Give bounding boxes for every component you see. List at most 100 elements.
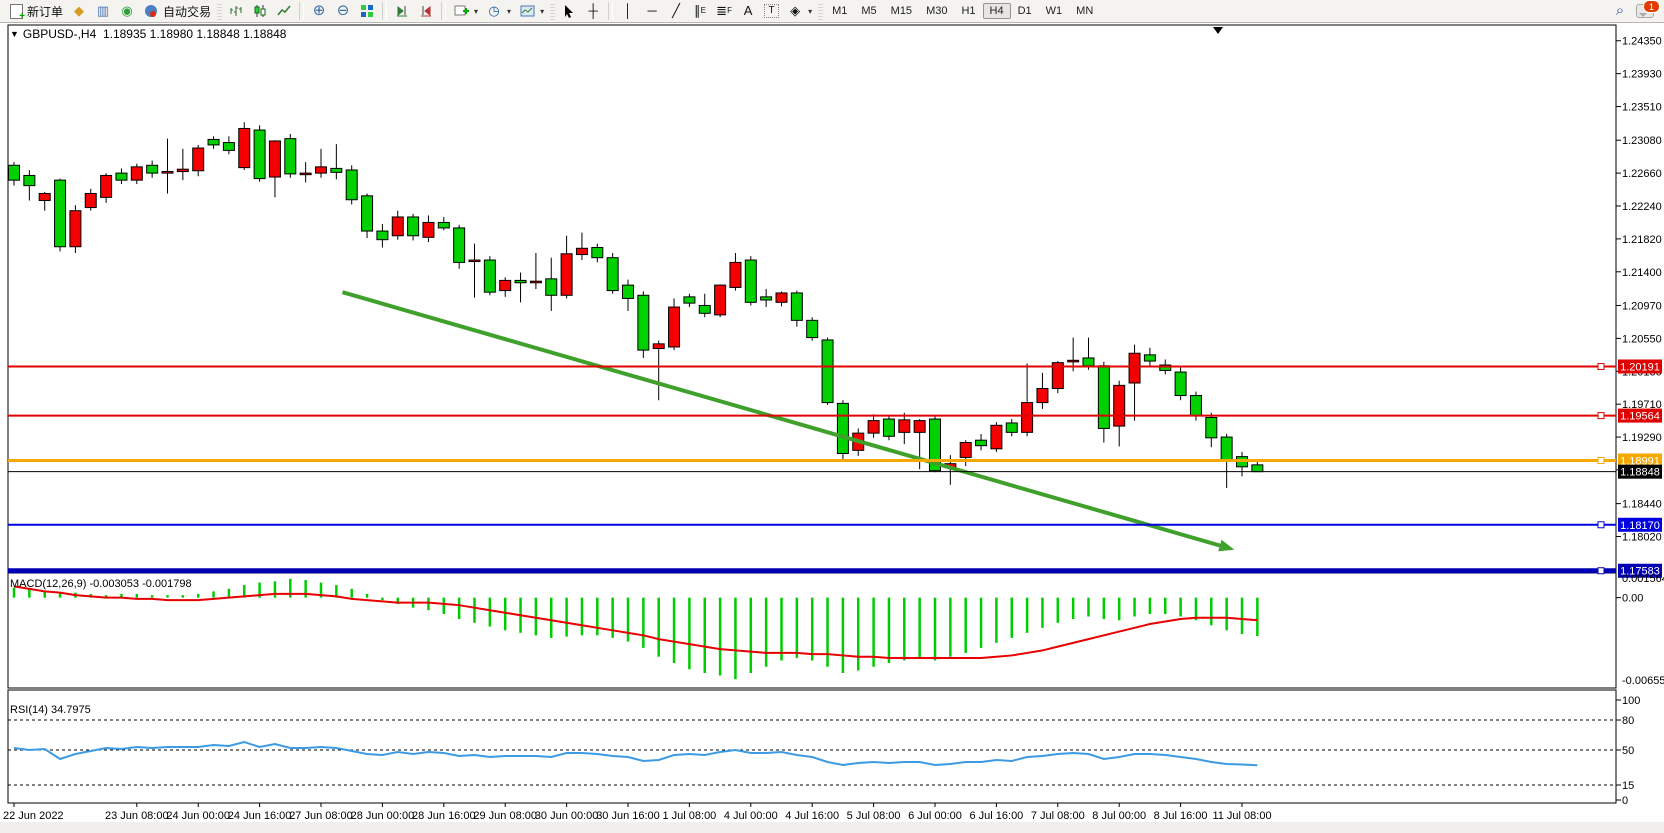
bar-chart-button[interactable] bbox=[224, 1, 248, 21]
axis-label: 27 Jun 08:00 bbox=[289, 810, 353, 822]
candle-body bbox=[898, 419, 911, 433]
signals-button[interactable]: ◉ bbox=[115, 1, 139, 21]
candle-body bbox=[760, 296, 773, 301]
candle-body bbox=[407, 216, 420, 237]
line-handle bbox=[1597, 567, 1605, 575]
candle-body bbox=[1021, 402, 1034, 433]
timeframe-m5[interactable]: M5 bbox=[861, 5, 877, 17]
candle-body bbox=[683, 296, 696, 304]
candle-body bbox=[1113, 384, 1126, 427]
timeframe-w1[interactable]: W1 bbox=[1045, 5, 1063, 17]
axis-label: 100 bbox=[1622, 695, 1640, 707]
window-icon: ▥ bbox=[96, 3, 110, 18]
clock-icon: ◷ bbox=[488, 3, 500, 18]
timeframe-m30[interactable]: M30 bbox=[926, 5, 948, 17]
symbol-caret-icon[interactable]: ▼ bbox=[10, 29, 19, 39]
horizontal-line-tool-button[interactable]: ─ bbox=[640, 1, 664, 21]
autotrading-button[interactable]: 自动交易 bbox=[139, 1, 215, 21]
candlestick-chart-button[interactable] bbox=[248, 1, 272, 21]
timeframe-m15[interactable]: M15 bbox=[890, 5, 913, 17]
tile-windows-button[interactable] bbox=[355, 1, 379, 21]
auto-scroll-icon bbox=[394, 3, 410, 19]
chart-shift-button[interactable] bbox=[414, 1, 438, 21]
candle-body bbox=[1251, 464, 1264, 473]
axis-label: -0.006555 bbox=[1622, 675, 1664, 687]
candle-body bbox=[161, 171, 174, 174]
axis-label: 1 Jul 08:00 bbox=[662, 810, 716, 822]
candle-body bbox=[453, 227, 466, 263]
text-label-tool-button[interactable]: T bbox=[760, 1, 783, 21]
candle-body bbox=[775, 292, 788, 303]
candle-body bbox=[222, 142, 235, 151]
candle-body bbox=[299, 172, 312, 176]
price-level-badge bbox=[1618, 563, 1662, 578]
timeframe-mn[interactable]: MN bbox=[1076, 5, 1094, 17]
timeframe-d1[interactable]: D1 bbox=[1017, 5, 1032, 17]
bar-chart-icon bbox=[228, 3, 244, 19]
candle-body bbox=[545, 278, 558, 296]
cursor-tool-button[interactable] bbox=[557, 1, 581, 21]
price-level-badge bbox=[1618, 359, 1662, 374]
axis-label: 28 Jun 00:00 bbox=[351, 810, 415, 822]
bar-shift-marker bbox=[1213, 27, 1223, 34]
depth-of-market-button[interactable]: ◆ bbox=[67, 1, 91, 21]
axis-label: 1.20970 bbox=[1622, 300, 1662, 312]
candle-body bbox=[975, 439, 988, 447]
axis-label: 22 Jun 2022 bbox=[3, 810, 64, 822]
axis-label: 1.24350 bbox=[1622, 36, 1662, 48]
timeframe-h4[interactable]: H4 bbox=[982, 3, 1011, 19]
crosshair-tool-button[interactable]: ┼ bbox=[581, 1, 605, 21]
template-button[interactable]: ▾ bbox=[515, 1, 548, 21]
timeframe-m1[interactable]: M1 bbox=[832, 5, 848, 17]
new-order-button[interactable]: 新订单 bbox=[6, 1, 67, 22]
add-indicator-button[interactable]: ▾ bbox=[449, 1, 482, 21]
line-chart-button[interactable] bbox=[272, 1, 296, 21]
crosshair-icon: ┼ bbox=[588, 3, 598, 18]
zoom-in-icon: ⊕ bbox=[312, 2, 326, 19]
axis-label: 1.18020 bbox=[1622, 532, 1662, 544]
axis-label: 6 Jul 16:00 bbox=[969, 810, 1023, 822]
search-icon[interactable]: ⌕ bbox=[1615, 2, 1625, 19]
chart-window[interactable]: 1.24350 1.23930 1.23510 1.23080 1.22660 1.222… bbox=[0, 23, 1664, 833]
candle-body bbox=[1082, 357, 1095, 367]
channel-tool-button[interactable]: ∥ E bbox=[688, 1, 712, 21]
horizontal-line-icon: ─ bbox=[647, 3, 657, 18]
price-level-badge bbox=[1618, 517, 1662, 532]
candle-body bbox=[1189, 395, 1202, 417]
autotrading-icon bbox=[143, 3, 159, 19]
zoom-out-button[interactable]: ⊖ bbox=[331, 1, 355, 21]
new-order-icon bbox=[10, 3, 25, 22]
line-handle bbox=[1597, 362, 1605, 370]
timeframe-h1[interactable]: H1 bbox=[961, 5, 976, 17]
messages-icon[interactable]: 1 bbox=[1636, 0, 1660, 18]
chart-shift-icon bbox=[418, 3, 434, 19]
candle-body bbox=[606, 257, 619, 292]
market-watch-button[interactable]: ▥ bbox=[91, 1, 115, 21]
candle-body bbox=[882, 418, 895, 437]
candle-body bbox=[1174, 371, 1187, 397]
text-tool-button[interactable]: A bbox=[736, 1, 760, 21]
candle-body bbox=[913, 420, 926, 433]
vertical-line-icon: │ bbox=[624, 3, 633, 18]
auto-scroll-button[interactable] bbox=[390, 1, 414, 21]
period-button[interactable]: ◷ ▾ bbox=[482, 1, 515, 21]
tile-windows-icon bbox=[359, 3, 375, 19]
fibonacci-tool-button[interactable]: ≣ F bbox=[712, 1, 736, 21]
text-label-icon: T bbox=[764, 4, 780, 18]
vertical-line-tool-button[interactable]: │ bbox=[616, 1, 640, 21]
new-order-label: 新订单 bbox=[27, 4, 64, 19]
candle-body bbox=[422, 221, 435, 238]
trendline-tool-button[interactable]: ╱ bbox=[664, 1, 688, 21]
rsi-line bbox=[13, 740, 1258, 767]
zoom-in-button[interactable]: ⊕ bbox=[307, 1, 331, 21]
axis-label: 0.001564 bbox=[1622, 573, 1664, 585]
candle-body bbox=[115, 172, 128, 181]
axis-label: 6 Jul 00:00 bbox=[908, 810, 962, 822]
candle-body bbox=[268, 140, 281, 178]
axis-label: 1.21820 bbox=[1622, 234, 1662, 246]
candle-body bbox=[284, 138, 297, 175]
candle-body bbox=[1051, 362, 1064, 389]
axis-label: 5 Jul 08:00 bbox=[847, 810, 901, 822]
arrows-tool-button[interactable]: ◈ ▾ bbox=[783, 1, 816, 21]
